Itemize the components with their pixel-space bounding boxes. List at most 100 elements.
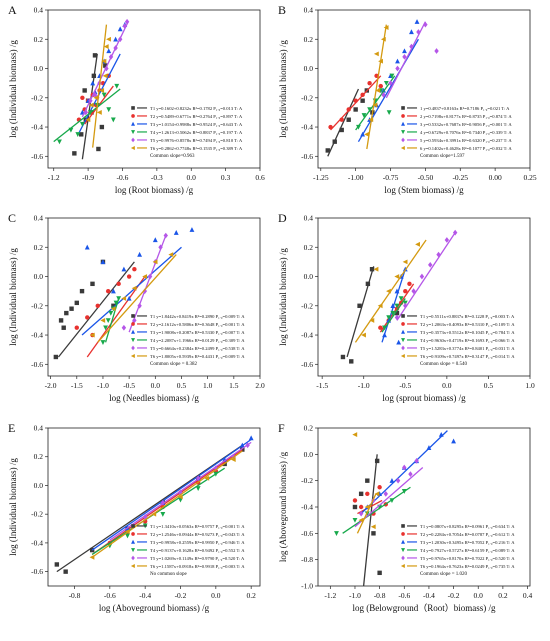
data-point — [339, 117, 344, 122]
data-point — [63, 569, 68, 574]
panel-letter: F — [278, 421, 285, 435]
legend-label: T1 y=0.0807x+0.8295x R²=0.0961 P₁.₀=0.63… — [420, 524, 515, 529]
data-point — [388, 80, 393, 87]
data-point — [88, 102, 94, 108]
panel-letter: E — [8, 421, 15, 435]
data-point — [106, 36, 111, 42]
data-point — [423, 21, 428, 28]
legend-marker — [401, 114, 405, 118]
data-point — [377, 485, 382, 490]
data-point — [117, 26, 123, 32]
legend-marker — [401, 548, 406, 553]
legend-label: T3 y=0.9958x+0.2559x R²=0.9950 P₁.₀=0.94… — [150, 540, 245, 545]
series-t2 — [91, 449, 243, 555]
regression-line — [385, 21, 426, 99]
x-tick-label: 0.5 — [177, 381, 187, 390]
legend-label: T6 y=1.1587x+0.0918x R²=0.9918 P₁.₀=0.00… — [150, 564, 245, 569]
data-point — [101, 92, 107, 98]
data-point — [177, 494, 183, 500]
data-point — [419, 273, 425, 280]
data-point — [356, 124, 361, 130]
common-slope-label: Common slope=0.963 — [150, 154, 195, 159]
common-slope-label: No common slope — [150, 572, 187, 577]
data-point — [83, 109, 89, 116]
legend-marker — [400, 353, 405, 358]
common-slope-label: Common slope = 0.540 — [420, 362, 467, 367]
data-point — [113, 300, 119, 306]
data-point — [340, 354, 346, 360]
legend-marker — [131, 137, 135, 143]
x-axis-label: log (Belowground（Root）biomass) /g — [353, 603, 496, 613]
data-point — [382, 332, 387, 338]
data-point — [361, 332, 366, 338]
data-point — [102, 73, 108, 79]
legend-label: T4 y=1.2613+0.5062x R²=0.8837 P₁.₀=0.197… — [150, 130, 243, 135]
legend-marker — [401, 524, 405, 528]
legend-label: T2 y=0.5489+0.6771x R²=0.2764 P₁.₀=0.897… — [150, 114, 243, 119]
plot-frame — [47, 217, 261, 377]
data-point — [61, 325, 66, 330]
data-point — [168, 252, 174, 257]
common-slope-label: Common slope = 1.020 — [420, 572, 467, 577]
data-point — [370, 524, 376, 530]
y-tick-label: 0.4 — [304, 214, 314, 223]
x-tick-label: -1.0 — [349, 591, 361, 600]
plot-frame — [317, 217, 531, 377]
series-t6 — [364, 24, 389, 150]
data-point — [74, 300, 79, 306]
plot-frame — [317, 427, 531, 587]
data-point — [401, 489, 407, 494]
legend-marker — [401, 106, 405, 110]
series-t3 — [357, 19, 420, 142]
data-point — [245, 442, 250, 449]
y-tick-label: -0.2 — [301, 93, 313, 102]
y-tick-label: -0.4 — [31, 331, 43, 340]
legend-label: T4 y=2.2087x+1.1966x R²=0.0129 P₁.₀=0.30… — [150, 338, 245, 343]
data-point — [394, 314, 400, 321]
data-point — [72, 151, 77, 156]
x-axis-label: log (Stem biomass) /g — [384, 185, 464, 195]
data-layer — [54, 435, 254, 574]
y-tick-label: 0.0 — [304, 64, 314, 73]
x-tick-label: -0.3 — [151, 173, 163, 182]
x-tick-label: -1.00 — [348, 173, 364, 182]
y-tick-label: -0.8 — [301, 555, 313, 564]
data-point — [79, 132, 84, 137]
data-point — [365, 478, 370, 483]
data-point — [54, 562, 60, 567]
data-point — [367, 80, 372, 86]
data-point — [349, 359, 354, 364]
data-point — [374, 491, 380, 497]
data-point — [147, 273, 153, 280]
legend-marker — [400, 145, 405, 150]
data-point — [92, 91, 98, 98]
regression-line — [91, 450, 243, 558]
data-point — [403, 302, 408, 309]
data-point — [111, 303, 116, 308]
regression-line — [97, 254, 177, 343]
legend-label: T3 y=1.2030x+0.3495x R²=0.7052 P₁.₀=0.21… — [420, 540, 515, 545]
legend-marker — [131, 539, 136, 544]
data-point — [99, 124, 105, 130]
series-t2 — [328, 73, 383, 131]
legend-label: T1 y=1.3410x+0.0563x R²=0.9757 P₁.₀=0.00… — [150, 524, 245, 529]
x-tick-label: 0.0 — [442, 381, 452, 390]
data-point — [57, 139, 62, 145]
x-axis-label: log (sprout biomass) /g — [382, 393, 466, 403]
panel-letter: B — [278, 3, 286, 17]
x-tick-label: -0.4 — [423, 591, 435, 600]
data-point — [105, 318, 111, 324]
data-point — [142, 288, 148, 295]
data-point — [85, 117, 91, 123]
x-tick-label: -0.50 — [418, 173, 434, 182]
data-point — [152, 237, 158, 243]
data-point — [116, 296, 122, 302]
data-point — [195, 486, 201, 491]
panel-d: D -1.5 -1.0 -0.5 0.0 0.5 1.0 -0.6 -0.4 -0.2 0.0 0.2… — [278, 211, 535, 403]
y-tick-label: 0.0 — [34, 272, 44, 281]
data-point — [91, 73, 97, 79]
data-point — [409, 43, 414, 50]
legend-label: T3 y=0.3573x+0.5512x R²=0.1045 P₁.₀=0.78… — [420, 330, 515, 335]
panel-c: C -2.0 -1.5 -1.0 -0.5 0.0 0.5 1.0 1.5 2.0 -0.6 -0.4… — [8, 211, 265, 403]
y-tick-label: 0.2 — [34, 243, 44, 252]
